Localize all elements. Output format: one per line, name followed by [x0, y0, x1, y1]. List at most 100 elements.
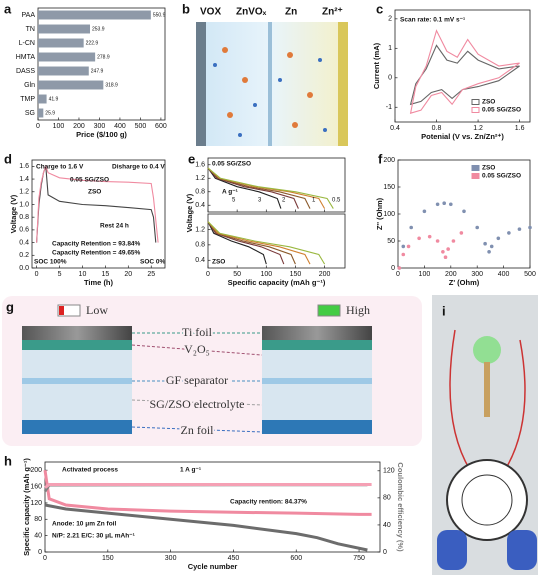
x-tick-label: 5: [58, 271, 62, 278]
panel-label: h: [4, 453, 12, 468]
layer-label: GF separator: [166, 373, 228, 387]
y-tick-label: 1.2: [19, 189, 29, 196]
zn-anode: [338, 22, 348, 146]
annotation: SOC 0%: [140, 259, 166, 266]
series-label: 3: [258, 198, 262, 204]
x-tick-label: 500: [524, 271, 536, 278]
legend-swatch: [471, 173, 480, 179]
cell-right: [262, 326, 372, 434]
panel-label: e: [188, 151, 195, 166]
bar: [38, 10, 151, 20]
bar: [38, 52, 96, 62]
plot-frame: [394, 9, 531, 123]
x-tick-label: 25: [147, 271, 155, 278]
x-tick-label: 0: [43, 555, 47, 562]
x-axis-label: Potenial (V vs. Zn/Zn²⁺): [421, 132, 504, 141]
point: [443, 255, 448, 259]
x-tick-label: 500: [135, 123, 147, 130]
legend-swatch: [471, 165, 480, 171]
y-tick-label: 120: [30, 500, 42, 507]
point: [422, 209, 427, 214]
series-line: [36, 164, 159, 243]
y-tick-label: 200: [30, 467, 42, 474]
panel-label: i: [442, 303, 446, 318]
x-tick-label: 200: [319, 271, 331, 278]
category-label: PAA: [22, 12, 36, 19]
annotation: Activated process: [62, 467, 118, 474]
annotation: A g⁻¹: [222, 189, 238, 196]
x-tick-label: 750: [353, 555, 365, 562]
point: [507, 231, 511, 235]
y2-tick-label: 0: [383, 549, 387, 556]
x-axis-label: Price ($/100 g): [76, 130, 127, 139]
y2-tick-label: 40: [383, 522, 391, 529]
y-tick-label: 0: [38, 549, 42, 556]
separator: [268, 22, 272, 146]
series-line: [43, 469, 372, 516]
x-tick-label: 0: [35, 271, 39, 278]
x-axis-label: Cycle number: [188, 562, 238, 571]
x-tick-label: 600: [290, 555, 302, 562]
bar: [38, 94, 47, 104]
bar: [38, 108, 44, 118]
battery-high: [317, 304, 341, 317]
bar: [38, 24, 91, 34]
ions: [213, 58, 327, 137]
point: [449, 202, 453, 207]
y2-tick-label: 80: [383, 495, 391, 502]
point: [483, 241, 487, 246]
y-tick-label: 1: [388, 45, 392, 52]
y-tick-label: 0.8: [195, 189, 205, 196]
x-axis-label: Specific capacity (mAh g⁻¹): [228, 278, 326, 287]
point: [417, 236, 421, 241]
value-label: 318.9: [105, 82, 118, 88]
y-tick-label: 150: [383, 184, 395, 191]
layer-label: Ti foil: [182, 325, 213, 339]
point: [427, 234, 432, 239]
point: [528, 225, 532, 230]
y-tick-label: 1.6: [19, 163, 29, 170]
annotation: N/P: 2.21 E/C: 30 μL mAh⁻¹: [52, 533, 135, 540]
bar: [38, 66, 89, 76]
annotation: Capacity Retention = 93.84%: [52, 241, 141, 248]
series-line: [207, 167, 299, 209]
point: [442, 201, 447, 205]
y-tick-label: 50: [387, 238, 395, 245]
x-tick-label: 1.6: [515, 125, 525, 132]
point: [459, 231, 464, 235]
schematic-b: [196, 22, 348, 146]
x-tick-label: 50: [233, 271, 241, 278]
series-line: [207, 221, 326, 265]
layer-label: V₂O₅: [184, 342, 210, 356]
schematic-label: ZnVOₓ: [236, 7, 267, 18]
x-tick-label: 100: [419, 271, 431, 278]
glove-right: [507, 530, 537, 570]
series-line: [207, 221, 267, 265]
annotation: Rest 24 h: [100, 223, 129, 230]
x-tick-label: 300: [94, 123, 106, 130]
cathode: [196, 22, 206, 146]
y-axis-label: Voltage (V): [185, 193, 194, 232]
bar: [38, 80, 104, 90]
value-label: 41.9: [49, 96, 59, 102]
legend-label: 0.05 SG/ZSO: [482, 107, 521, 114]
emblem: [446, 459, 528, 541]
x-tick-label: 400: [498, 271, 510, 278]
series-line: [207, 221, 296, 265]
y-axis-label: Z'' (Ohm): [375, 197, 384, 230]
point: [401, 244, 406, 249]
y-tick-label: 0.8: [195, 242, 205, 249]
series-line: [44, 503, 368, 552]
annotation: 0.05 SG/ZSO: [212, 161, 251, 168]
x-tick-label: 450: [228, 555, 240, 562]
series-line: [207, 167, 311, 209]
battery-level: [59, 306, 64, 315]
y-tick-label: 100: [383, 211, 395, 218]
point: [406, 244, 411, 249]
plot-frame: [207, 157, 346, 213]
y-axis-label: Voltage (V): [9, 194, 18, 233]
y-tick-label: 1.0: [19, 201, 29, 208]
y-tick-label: 80: [34, 516, 42, 523]
annotation: Disharge to 0.4 V: [112, 164, 165, 171]
y-tick-label: 0.2: [19, 252, 29, 259]
